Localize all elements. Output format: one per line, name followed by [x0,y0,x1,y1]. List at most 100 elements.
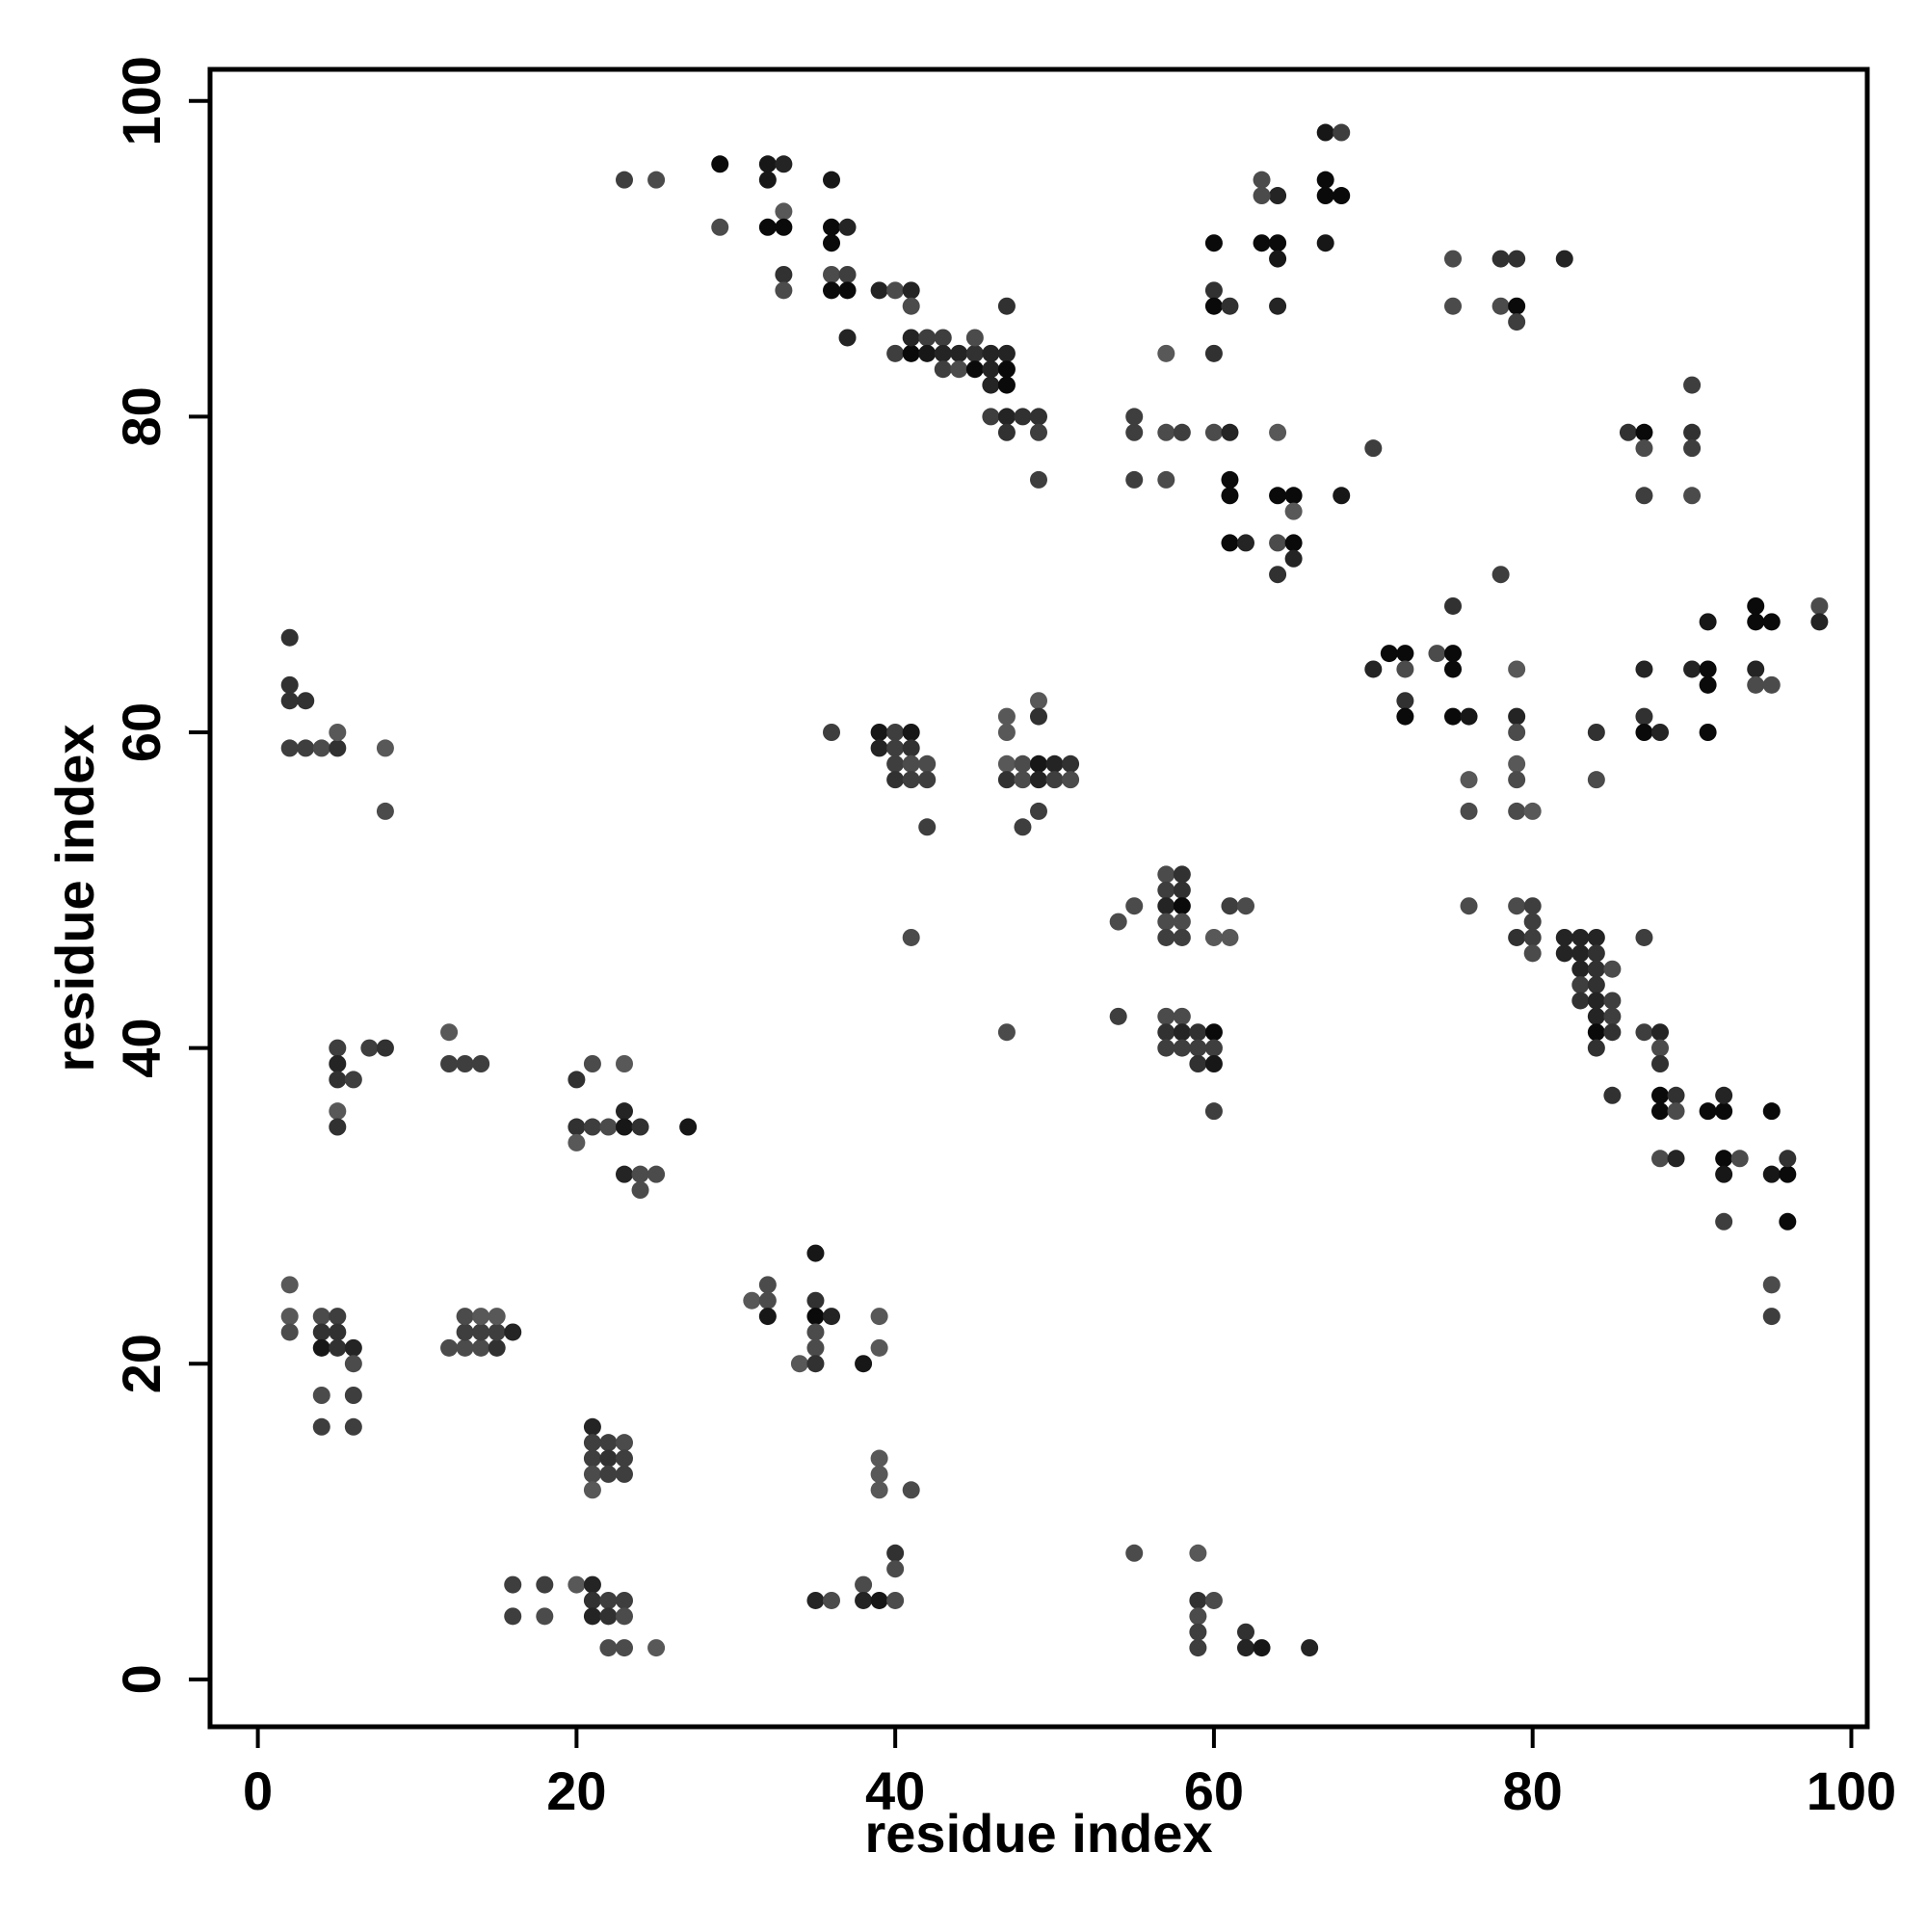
contact-point [1523,928,1542,946]
y-tick-label: 0 [111,1664,172,1694]
contact-point [1125,423,1144,441]
contact-point [1810,613,1829,631]
contact-point [329,1039,347,1057]
contact-point [965,344,984,362]
contact-point [1635,423,1653,441]
contact-point [1508,660,1526,678]
contact-point [488,1308,506,1326]
contact-point [1380,645,1398,663]
contact-point [1269,534,1287,552]
contact-point [775,218,793,236]
contact-point [583,1449,601,1468]
points-layer [280,123,1829,1657]
contact-point [1014,754,1032,773]
contact-point [312,739,330,757]
contact-point [1587,928,1605,946]
contact-point [1523,802,1542,820]
contact-point [599,1434,618,1452]
contact-point [997,754,1016,773]
contact-point [886,344,905,362]
contact-point [965,329,984,347]
contact-point [1157,897,1175,915]
contact-point [1587,1023,1605,1042]
contact-point [280,1276,299,1294]
contact-point [1221,297,1239,315]
contact-point [616,1639,633,1657]
contact-point [1444,250,1462,268]
contact-point [806,1323,825,1341]
contact-point [758,1308,777,1326]
contact-point [997,1023,1016,1042]
contact-point [758,1276,777,1294]
contact-point [1173,865,1191,884]
contact-point [1396,692,1414,710]
contact-point [902,754,920,773]
contact-point [1237,1639,1254,1657]
contact-point [280,1323,299,1341]
contact-point [1603,1086,1622,1104]
contact-point [631,1165,649,1183]
contact-point [1284,487,1303,505]
x-tick-label: 80 [1503,1760,1563,1821]
contact-point [1221,487,1239,505]
contact-point [1189,1039,1207,1057]
contact-point [1571,960,1590,978]
contact-point [472,1055,490,1072]
contact-point [536,1575,554,1594]
contact-point [1030,408,1047,426]
contact-point [344,1355,362,1373]
contact-point [1062,754,1080,773]
contact-point [902,281,920,300]
contact-point [568,1133,586,1151]
contact-point [1667,1150,1685,1168]
contact-point [647,1165,666,1183]
contact-point [886,754,905,773]
contact-point [711,218,729,236]
contact-point [1635,707,1653,726]
contact-point [488,1338,506,1357]
contact-point [599,1465,618,1483]
contact-point [982,344,1000,362]
contact-point [599,1607,618,1626]
contact-point [1157,1023,1175,1042]
contact-point [1189,1055,1207,1072]
contact-point [1364,439,1383,458]
contact-point [918,329,937,347]
contact-point [1237,534,1254,552]
y-axis: 0 20 40 60 80 100 [111,56,210,1694]
contact-point [823,234,840,252]
contact-point [280,675,299,694]
contact-point [1189,1544,1207,1562]
contact-point [280,628,299,647]
contact-point [329,739,347,757]
contact-point [1508,724,1526,741]
contact-point [1715,1150,1733,1168]
contact-point [1508,250,1526,268]
contact-point [1651,1086,1669,1104]
contact-point [440,1055,459,1072]
contact-point [982,360,1000,379]
contact-point [1667,1086,1685,1104]
contact-point [1316,234,1334,252]
contact-point [1651,1055,1669,1072]
contact-point [312,1387,330,1404]
contact-point [1221,928,1239,946]
contact-point [1603,1007,1622,1025]
contact-point [1635,1023,1653,1042]
contact-point [1221,534,1239,552]
contact-point [1284,502,1303,520]
contact-point [376,1039,394,1057]
contact-point [886,281,905,300]
contact-point [1571,944,1590,963]
contact-point [997,297,1016,315]
contact-point [823,265,840,283]
contact-point [838,329,857,347]
contact-point [1269,297,1287,315]
contact-point [1030,754,1047,773]
contact-point [1204,1055,1223,1072]
contact-point [1204,1023,1223,1042]
contact-point [918,818,937,836]
contact-point [1333,123,1351,142]
contact-point [360,1039,379,1057]
